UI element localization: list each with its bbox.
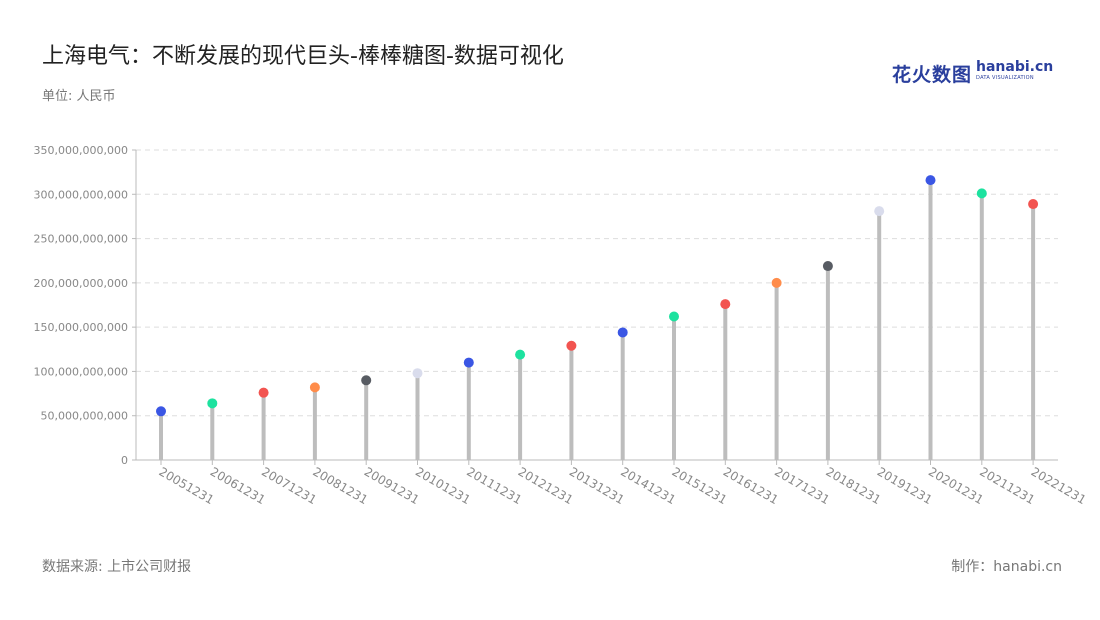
point-layer	[156, 175, 1039, 417]
x-tick-label: 20121231	[516, 464, 576, 507]
x-tick-label: 20161231	[721, 464, 781, 507]
chart-title: 上海电气：不断发展的现代巨头-棒棒糖图-数据可视化	[42, 44, 564, 69]
brand-logo: 花火数图 hanabi.cn DATA VISUALIZATION	[892, 58, 1053, 88]
y-tick-label: 150,000,000,000	[34, 321, 128, 334]
stem-layer	[159, 180, 1036, 460]
lollipop-point[interactable]	[258, 387, 269, 398]
x-tick-label: 20201231	[926, 464, 986, 507]
lollipop-point[interactable]	[874, 206, 885, 217]
x-tick-label: 20091231	[362, 464, 422, 507]
lollipop-point[interactable]	[207, 398, 218, 409]
lollipop-point[interactable]	[412, 368, 423, 379]
x-tick-label: 20151231	[670, 464, 730, 507]
lollipop-point[interactable]	[309, 382, 320, 393]
x-tick-label: 20211231	[977, 464, 1037, 507]
logo-text-en-group: hanabi.cn DATA VISUALIZATION	[976, 59, 1054, 84]
x-tick-label: 20191231	[875, 464, 935, 507]
x-tick-label: 20051231	[157, 464, 217, 507]
y-tick-label: 0	[121, 454, 128, 467]
x-tick-label: 20221231	[1029, 464, 1089, 507]
lollipop-point[interactable]	[822, 261, 833, 272]
x-tick-label: 20111231	[464, 464, 524, 507]
lollipop-point[interactable]	[463, 357, 474, 368]
x-tick-label: 20171231	[772, 464, 832, 507]
lollipop-point[interactable]	[566, 340, 577, 351]
x-tick-label: 20181231	[823, 464, 883, 507]
axis-layer: 0 50,000,000,000 100,000,000,000 150,000,00…	[34, 144, 1058, 467]
unit-label: 单位: 人民币	[42, 89, 116, 104]
maker-credit: 制作：hanabi.cn	[951, 559, 1062, 575]
lollipop-point[interactable]	[1028, 199, 1039, 210]
lollipop-point[interactable]	[669, 311, 679, 322]
x-tick-label: 20141231	[618, 464, 678, 507]
lollipop-point[interactable]	[515, 349, 526, 360]
x-tick-label: 20101231	[413, 464, 473, 507]
y-tick-label: 200,000,000,000	[34, 277, 128, 290]
x-tick-label: 20071231	[259, 464, 319, 507]
x-tick-label: 20061231	[208, 464, 268, 507]
y-tick-label: 300,000,000,000	[34, 188, 128, 201]
lollipop-point[interactable]	[925, 175, 936, 186]
logo-text-en: hanabi.cn	[976, 59, 1054, 75]
lollipop-point[interactable]	[617, 327, 628, 338]
data-source: 数据来源: 上市公司财报	[42, 559, 192, 575]
lollipop-point[interactable]	[976, 188, 987, 199]
grid-layer	[136, 149, 1058, 417]
y-tick-label: 350,000,000,000	[34, 144, 128, 157]
x-tick-label: 20081231	[310, 464, 370, 507]
y-tick-label: 250,000,000,000	[34, 233, 128, 246]
x-tick-label-layer: 2005123120061231200712312008123120091231…	[157, 464, 1089, 507]
logo-tagline: DATA VISUALIZATION	[976, 75, 1034, 81]
lollipop-point[interactable]	[720, 299, 731, 310]
lollipop-point[interactable]	[156, 406, 166, 417]
x-tick-label: 20131231	[567, 464, 627, 507]
y-tick-label: 100,000,000,000	[34, 365, 128, 378]
y-tick-label: 50,000,000,000	[41, 410, 128, 423]
lollipop-point[interactable]	[361, 375, 372, 386]
logo-text-cn: 花火数图	[892, 63, 973, 86]
lollipop-point[interactable]	[771, 277, 782, 288]
